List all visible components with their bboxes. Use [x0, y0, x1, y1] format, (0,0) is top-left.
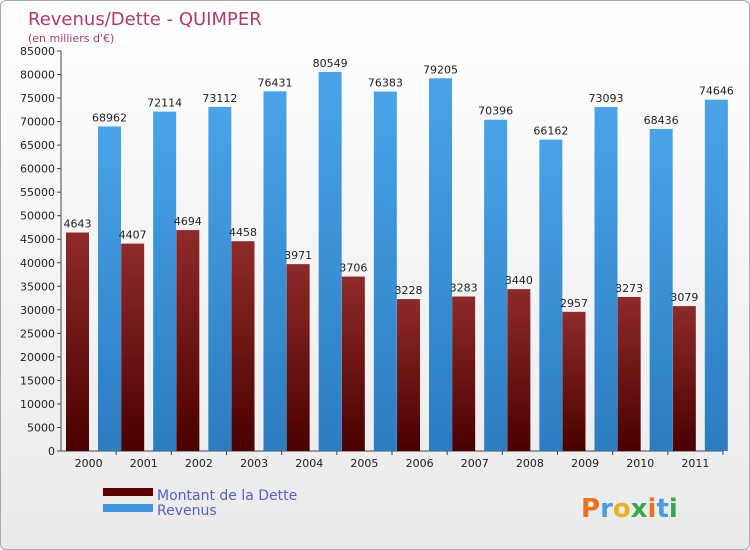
bar-revenus [98, 126, 121, 452]
bar-revenus [484, 119, 508, 452]
bar-dette [66, 232, 89, 451]
legend-swatch-dette [103, 488, 153, 496]
y-tick-label: 60000 [20, 163, 55, 176]
data-label-dette: 3440 [505, 274, 533, 287]
proxiti-logo: Proxiti [581, 494, 678, 524]
data-label-dette: 4458 [229, 226, 257, 239]
data-label-revenus: 70396 [478, 105, 513, 118]
y-tick-label: 45000 [20, 233, 55, 246]
data-label-dette: 4407 [119, 229, 147, 242]
bar-dette [231, 241, 255, 451]
data-label-revenus: 68436 [644, 114, 679, 127]
data-label-dette: 3273 [615, 282, 643, 295]
data-label-revenus: 79205 [423, 63, 458, 76]
bar-revenus [263, 91, 287, 451]
data-label-revenus: 73093 [589, 92, 624, 105]
y-tick-label: 10000 [20, 398, 55, 411]
bar-revenus [373, 91, 397, 451]
bar-dette [397, 299, 420, 451]
y-tick-label: 40000 [20, 257, 55, 270]
data-label-revenus: 76383 [368, 77, 403, 90]
y-tick-label: 80000 [20, 69, 55, 82]
y-tick-label: 25000 [20, 327, 55, 340]
y-tick-label: 0 [48, 445, 55, 458]
y-tick-label: 30000 [20, 304, 55, 317]
legend-swatch-revenus [103, 504, 153, 512]
bar-revenus [318, 71, 342, 451]
bar-revenus [594, 107, 618, 451]
bar-revenus [539, 139, 563, 451]
x-tick-label: 2001 [130, 457, 158, 470]
x-tick-label: 2002 [185, 457, 213, 470]
y-tick-label: 5000 [27, 421, 55, 434]
bar-revenus [649, 128, 673, 451]
data-label-revenus: 74646 [699, 85, 734, 98]
data-label-revenus: 68962 [92, 111, 127, 124]
x-tick-label: 2003 [240, 457, 268, 470]
data-label-dette: 3079 [670, 291, 698, 304]
chart-title: Revenus/Dette - QUIMPER [28, 9, 262, 30]
data-label-revenus: 72114 [147, 97, 182, 110]
legend-label-dette: Montant de la Dette [157, 488, 297, 504]
bar-dette [121, 243, 145, 451]
bar-dette [672, 306, 696, 451]
y-tick-label: 70000 [20, 116, 55, 129]
data-label-dette: 4643 [64, 218, 92, 231]
y-tick-label: 55000 [20, 186, 55, 199]
y-tick-label: 50000 [20, 210, 55, 223]
x-tick-label: 2010 [626, 457, 654, 470]
x-tick-label: 2004 [295, 457, 323, 470]
bar-dette [452, 296, 476, 451]
x-tick-label: 2011 [681, 457, 709, 470]
data-label-revenus: 80549 [313, 57, 348, 70]
data-label-dette: 2957 [560, 297, 588, 310]
bar-dette [286, 264, 310, 451]
y-tick-label: 75000 [20, 92, 55, 105]
data-label-revenus: 66162 [533, 125, 568, 138]
x-tick-label: 2000 [75, 457, 103, 470]
y-tick-label: 85000 [20, 45, 55, 58]
data-label-dette: 3971 [284, 249, 312, 262]
chart-subtitle: (en milliers d'€) [28, 32, 114, 45]
data-label-revenus: 73112 [202, 92, 237, 105]
data-label-dette: 4694 [174, 215, 202, 228]
data-label-dette: 3228 [395, 284, 423, 297]
bar-revenus [153, 111, 177, 451]
legend-label-revenus: Revenus [157, 503, 217, 519]
x-tick-label: 2009 [571, 457, 599, 470]
x-tick-label: 2007 [461, 457, 489, 470]
x-tick-label: 2006 [406, 457, 434, 470]
bar-dette [617, 296, 641, 451]
data-label-revenus: 76431 [258, 76, 293, 89]
bar-revenus [704, 99, 728, 452]
bar-revenus [429, 78, 452, 451]
axes: 0 5000 10000 15000 20000 25000 30000 35000 40000… [20, 45, 724, 470]
y-tick-label: 35000 [20, 280, 55, 293]
bars: 4643 68962 4407 72114 4694 73112 4458 76431 3971… [64, 57, 734, 452]
x-tick-label: 2008 [516, 457, 544, 470]
legend: Montant de la Dette Revenus [103, 488, 297, 519]
data-label-dette: 3283 [450, 282, 478, 295]
bar-dette [507, 289, 531, 451]
bar-revenus [208, 106, 232, 451]
x-tick-label: 2005 [350, 457, 378, 470]
bar-dette [176, 230, 200, 451]
proxiti-logo-text: Proxiti [581, 494, 678, 524]
bar-dette [341, 276, 365, 451]
y-tick-label: 15000 [20, 374, 55, 387]
bar-dette [562, 311, 586, 451]
data-label-dette: 3706 [339, 262, 367, 275]
y-tick-label: 65000 [20, 139, 55, 152]
y-tick-label: 20000 [20, 351, 55, 364]
